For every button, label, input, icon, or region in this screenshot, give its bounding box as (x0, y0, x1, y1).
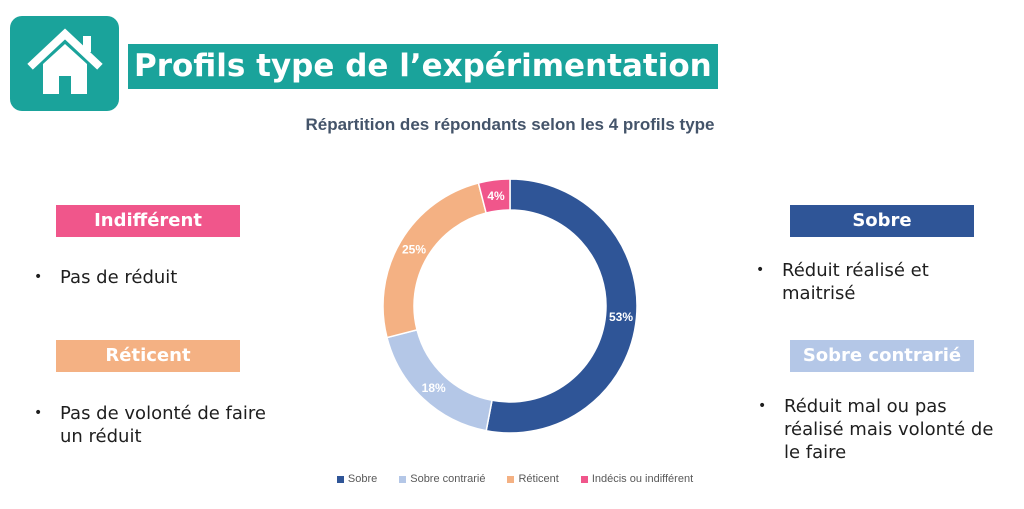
chart-title: Répartition des répondants selon les 4 p… (305, 115, 715, 134)
legend-swatch-reticent (507, 475, 515, 483)
legend-item-reticent: Réticent (507, 473, 559, 485)
profile-label-reticent: Réticent (56, 340, 240, 372)
donut-chart: 53% 18% 25% 4% (382, 178, 638, 434)
legend-label-indecis-ou-indifferent: Indécis ou indifférent (591, 473, 694, 485)
chart-legend: Sobre Sobre contrarié Réticent Indécis ou i… (300, 470, 730, 488)
legend-swatch-sobre-contrarie (399, 475, 407, 483)
legend-label-sobre: Sobre (347, 473, 378, 485)
profile-description-reticent: Pas de volonté de faire un réduit (34, 402, 275, 448)
legend-label-sobre-contrarie: Sobre contrarié (410, 473, 486, 485)
donut-data-label-reticent: 25% (402, 243, 426, 257)
profile-description-sobre: Réduit réalisé et maitrisé (756, 259, 992, 305)
profile-label-indifferent: Indifférent (56, 205, 240, 237)
donut-data-label-sobre-contrarie: 18% (422, 381, 446, 395)
profile-description-indifferent: Pas de réduit (34, 266, 280, 289)
legend-item-sobre: Sobre (336, 473, 378, 485)
profile-label-sobre-contrarie: Sobre contrarié (790, 340, 974, 372)
legend-label-reticent: Réticent (518, 473, 559, 485)
profile-label-sobre: Sobre (790, 205, 974, 237)
legend-item-sobre-contrarie: Sobre contrarié (399, 473, 485, 485)
donut-data-label-sobre: 53% (609, 310, 633, 324)
home-button[interactable] (10, 16, 119, 111)
home-icon (27, 28, 103, 94)
page-title: Profils type de l’expérimentation (128, 44, 718, 89)
legend-item-indecis-ou-indifferent: Indécis ou indifférent (580, 473, 694, 485)
legend-swatch-indecis-ou-indifferent (580, 475, 588, 483)
profile-description-sobre-contrarie: Réduit mal ou pas réalisé mais volonté d… (758, 395, 1009, 464)
donut-data-label-indecis-ou-indifferent: 4% (487, 189, 505, 203)
donut-slice-reticent (382, 182, 488, 339)
donut-slice-indecis-ou-indifferent (477, 178, 511, 214)
legend-swatch-sobre (336, 475, 344, 483)
donut-slice-sobre (485, 178, 638, 434)
